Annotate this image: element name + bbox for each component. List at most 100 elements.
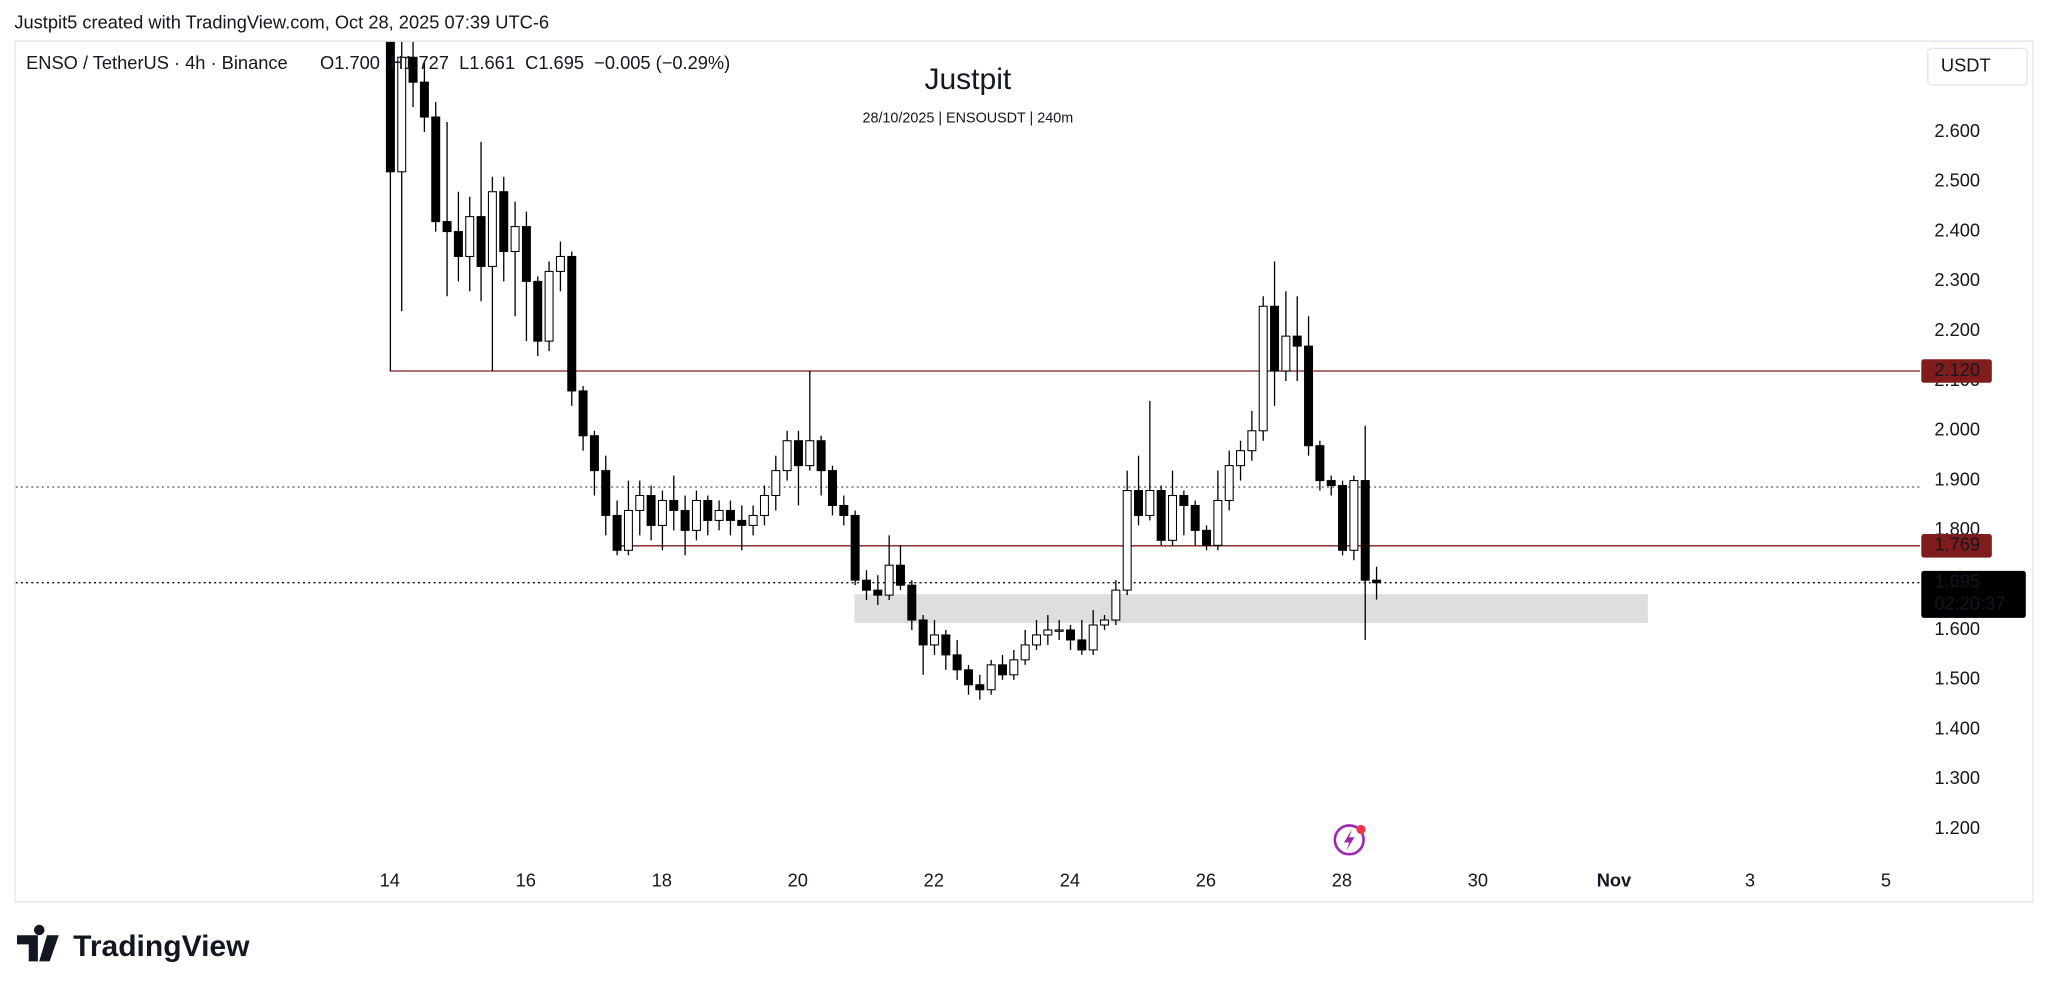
candle-body bbox=[986, 664, 996, 691]
candle-body bbox=[907, 584, 917, 621]
candle-body bbox=[805, 440, 815, 467]
currency: USDT bbox=[1941, 54, 1991, 75]
candle-body bbox=[589, 435, 599, 472]
candle-body bbox=[929, 634, 939, 646]
candle-body bbox=[431, 116, 441, 223]
candle-body bbox=[759, 494, 769, 516]
candle-body bbox=[1043, 629, 1053, 636]
candle-body bbox=[782, 440, 792, 472]
x-tick-label: 20 bbox=[788, 869, 808, 890]
candle-body bbox=[657, 499, 667, 526]
candle-body bbox=[601, 470, 611, 516]
y-tick-label: 2.300 bbox=[1934, 269, 1980, 290]
alert-icon bbox=[1333, 824, 1366, 856]
candle-body bbox=[861, 579, 871, 591]
zone bbox=[854, 594, 1648, 624]
candle-body bbox=[510, 226, 520, 253]
candle-body bbox=[385, 41, 395, 173]
candle-body bbox=[771, 470, 781, 497]
candle-body bbox=[918, 619, 928, 646]
y-tick-label: 1.400 bbox=[1934, 717, 1980, 738]
x-tick-label: 24 bbox=[1060, 869, 1080, 890]
x-tick-label: 26 bbox=[1196, 869, 1216, 890]
candle-body bbox=[816, 440, 826, 472]
candle-body bbox=[1338, 485, 1348, 551]
candle-body bbox=[1202, 529, 1212, 546]
candle-body bbox=[850, 514, 860, 581]
candle-body bbox=[1156, 490, 1166, 541]
level-label: 1.769 bbox=[1934, 534, 1980, 555]
candle-body bbox=[567, 255, 577, 392]
currency-box bbox=[1927, 47, 2028, 86]
candle-body bbox=[669, 499, 679, 511]
level-tag bbox=[1921, 359, 1992, 383]
candle-body bbox=[1349, 480, 1359, 551]
candle-body bbox=[623, 509, 633, 551]
candle-body bbox=[691, 499, 701, 531]
candle-body bbox=[1292, 335, 1302, 347]
y-tick-label: 1.600 bbox=[1934, 618, 1980, 639]
brand-logo bbox=[16, 924, 59, 962]
candle-body bbox=[884, 564, 894, 596]
candle-body bbox=[1168, 494, 1178, 541]
candle-body bbox=[612, 514, 622, 551]
y-tick-label: 1.800 bbox=[1934, 518, 1980, 539]
x-tick-label: 14 bbox=[380, 869, 400, 890]
candle-body bbox=[1020, 644, 1030, 661]
y-tick-label: 2.500 bbox=[1934, 170, 1980, 191]
ohlc-legend: O1.700 H1.727 L1.661 C1.695 −0.005 (−0.2… bbox=[320, 52, 730, 73]
candle-body bbox=[1111, 589, 1121, 621]
candle-body bbox=[635, 494, 645, 511]
candle-body bbox=[1213, 499, 1223, 546]
candle-body bbox=[895, 564, 905, 586]
candle-body bbox=[487, 191, 497, 267]
x-tick-label: 22 bbox=[924, 869, 944, 890]
x-tick-label: 30 bbox=[1468, 869, 1488, 890]
candle-body bbox=[1258, 305, 1268, 432]
candle-body bbox=[544, 270, 554, 342]
chart-frame bbox=[14, 40, 2034, 903]
candle-body bbox=[737, 519, 747, 526]
candle-body bbox=[998, 664, 1007, 676]
candle-body bbox=[646, 494, 656, 526]
candle-body bbox=[1326, 480, 1336, 487]
candle-body bbox=[499, 191, 509, 253]
chart-title: Justpit bbox=[924, 63, 1011, 96]
candle-body bbox=[703, 499, 713, 521]
candle-body bbox=[465, 216, 475, 257]
candle-body bbox=[555, 255, 565, 272]
y-tick-label: 2.400 bbox=[1934, 219, 1980, 240]
level-label: 2.120 bbox=[1934, 359, 1980, 380]
candle-body bbox=[1145, 490, 1155, 516]
candle-body bbox=[714, 509, 724, 521]
y-tick-label: 2.000 bbox=[1934, 419, 1980, 440]
x-tick-label: 28 bbox=[1332, 869, 1352, 890]
level-tag bbox=[1921, 570, 2026, 618]
candle-body bbox=[1077, 639, 1087, 651]
x-tick-label: 5 bbox=[1881, 869, 1891, 890]
candle-body bbox=[521, 226, 531, 282]
candle-body bbox=[453, 231, 463, 257]
candle-body bbox=[578, 390, 588, 437]
y-tick-label: 2.200 bbox=[1934, 319, 1980, 340]
x-tick-label: 16 bbox=[516, 869, 536, 890]
candle-body bbox=[1360, 480, 1370, 581]
candle-body bbox=[1009, 659, 1019, 676]
candle-body bbox=[793, 440, 803, 467]
chart-subtitle: 28/10/2025 | ENSOUSDT | 240m bbox=[862, 111, 1073, 127]
candle-body bbox=[827, 470, 837, 506]
y-tick-label: 1.300 bbox=[1934, 767, 1980, 788]
candle-body bbox=[1190, 504, 1200, 531]
candle-body bbox=[397, 56, 407, 173]
candle-body bbox=[1304, 345, 1314, 447]
level-tag bbox=[1921, 534, 1992, 558]
candle-body bbox=[680, 509, 690, 531]
candle-body bbox=[964, 669, 973, 686]
y-tick-label: 1.500 bbox=[1934, 668, 1980, 689]
candle-body bbox=[1281, 335, 1291, 372]
candle-body bbox=[442, 221, 452, 233]
candle-body bbox=[1236, 450, 1246, 467]
countdown: 02:20:37 bbox=[1934, 593, 2005, 614]
